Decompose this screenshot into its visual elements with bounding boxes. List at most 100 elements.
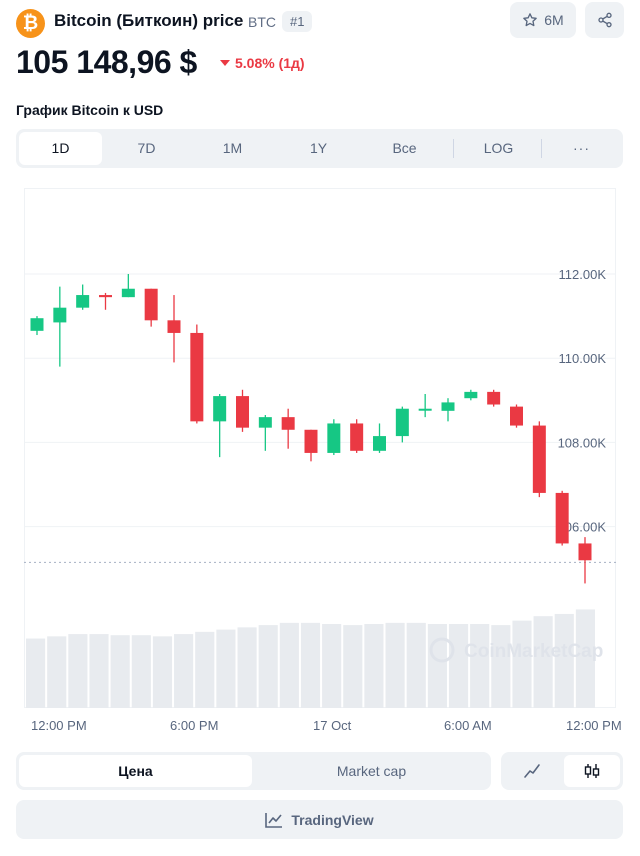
range-log[interactable]: LOG: [483, 140, 514, 156]
volume-bar: [47, 636, 67, 708]
candle-body-down: [99, 295, 112, 298]
caret-down-icon: [220, 60, 230, 66]
volume-bar: [364, 624, 384, 708]
volume-bar: [300, 622, 321, 708]
candle-body-down: [304, 429, 318, 453]
candle-body-up: [373, 436, 386, 451]
star-icon: [523, 13, 538, 27]
volume-bar: [448, 624, 469, 708]
candle-body-up: [213, 396, 227, 422]
price-chart-svg[interactable]: 112.00K 110.00K 108.00K 106.00K CoinMarketCa…: [24, 188, 616, 708]
price-chart[interactable]: 112.00K 110.00K 108.00K 106.00K CoinMarketCa…: [24, 188, 616, 708]
coin-title: Bitcoin (Биткоин) price: [54, 11, 244, 30]
line-chart-icon: [524, 764, 540, 778]
candle-body-down: [578, 543, 592, 561]
range-1y[interactable]: 1Y: [309, 140, 328, 156]
watchlist-count: 6M: [544, 12, 564, 28]
coin-header: ₿ Bitcoin (Биткоин) price BTC #1 6M: [16, 2, 624, 40]
volume-bar: [385, 622, 405, 708]
y-axis-label: 106.00K: [558, 520, 607, 535]
volume-bar: [195, 631, 215, 708]
x-axis-label: 12:00 PM: [566, 718, 622, 733]
tab-price[interactable]: Цена: [19, 755, 252, 787]
volume-bar: [68, 634, 88, 708]
candle-body-down: [532, 425, 546, 493]
range-divider: [541, 139, 542, 158]
volume-bar: [258, 625, 278, 708]
volume-bar: [322, 624, 342, 708]
candle-body-down: [236, 396, 249, 428]
candle-body-down: [510, 406, 523, 426]
tab-market-cap[interactable]: Market cap: [336, 763, 407, 779]
chart-trend-icon: [265, 812, 283, 828]
share-button[interactable]: [585, 2, 624, 38]
volume-bar: [174, 634, 194, 708]
range-1d[interactable]: 1D: [19, 132, 102, 165]
volume-bar: [533, 616, 553, 708]
line-chart-button[interactable]: [504, 755, 560, 787]
candle-body-up: [30, 318, 44, 331]
volume-bar: [554, 613, 574, 708]
range-divider: [453, 139, 454, 158]
price-change: 5.08% (1д): [220, 55, 305, 71]
current-price: 105 148,96 $: [16, 44, 197, 80]
volume-bar: [237, 627, 257, 708]
candlestick-icon: [584, 764, 600, 778]
candle-body-up: [441, 402, 455, 411]
volume-bar: [216, 629, 236, 708]
tradingview-button[interactable]: TradingView: [16, 800, 623, 839]
watermark-text: CoinMarketCap: [464, 641, 603, 662]
range-selector: 1D 7D 1M 1Y Все LOG ···: [16, 129, 623, 168]
volume-bar: [152, 636, 173, 708]
candle-body-up: [418, 408, 432, 411]
range-1m[interactable]: 1M: [222, 140, 243, 156]
x-axis-label: 12:00 PM: [31, 718, 87, 733]
candle-body-down: [555, 492, 569, 544]
volume-bar: [427, 624, 447, 708]
candle-body-down: [487, 391, 501, 405]
candle-body-up: [53, 307, 67, 323]
range-7d[interactable]: 7D: [137, 140, 156, 156]
candle-body-down: [144, 288, 158, 321]
volume-bar: [512, 620, 532, 708]
y-axis-label: 108.00K: [558, 435, 607, 450]
volume-bar: [89, 634, 109, 708]
candle-body-up: [76, 295, 90, 308]
volume-bar: [279, 622, 299, 708]
price-change-value: 5.08% (1д): [235, 55, 305, 71]
volume-bar: [131, 635, 151, 708]
rank-badge: #1: [282, 11, 313, 32]
candle-body-up: [395, 408, 409, 437]
volume-bar: [110, 635, 130, 708]
candle-body-down: [167, 320, 181, 333]
volume-bar: [343, 625, 363, 708]
more-options-button[interactable]: ···: [573, 140, 590, 156]
share-icon: [597, 12, 612, 28]
candle-body-up: [258, 417, 272, 428]
chart-type-toggle: [501, 752, 623, 790]
metric-toggle: Цена Market cap: [16, 752, 491, 790]
coinmarketcap-logo-icon: [429, 637, 455, 663]
bitcoin-logo-icon: ₿: [16, 9, 45, 38]
watchlist-button[interactable]: 6M: [510, 2, 576, 38]
candle-body-up: [121, 288, 135, 298]
tradingview-label: TradingView: [291, 811, 374, 828]
volume-bar: [491, 625, 511, 708]
volume-bar: [406, 622, 426, 708]
volume-bar: [26, 638, 46, 708]
y-axis-label: 110.00K: [559, 351, 607, 366]
candle-body-down: [350, 423, 364, 451]
candlestick-chart-button[interactable]: [564, 755, 620, 787]
volume-bar: [470, 624, 490, 708]
x-axis-label: 6:00 PM: [170, 718, 219, 733]
candle-body-up: [464, 391, 478, 399]
range-all[interactable]: Все: [392, 140, 417, 156]
x-axis-label: 6:00 AM: [444, 718, 492, 733]
watermark: CoinMarketCap: [429, 637, 603, 663]
candle-body-down: [190, 332, 204, 422]
x-axis-label: 17 Oct: [313, 718, 352, 733]
candle-body-up: [327, 423, 341, 453]
y-axis-label: 112.00K: [559, 267, 607, 282]
coin-symbol: BTC: [248, 14, 276, 30]
candle-body-down: [281, 417, 295, 430]
